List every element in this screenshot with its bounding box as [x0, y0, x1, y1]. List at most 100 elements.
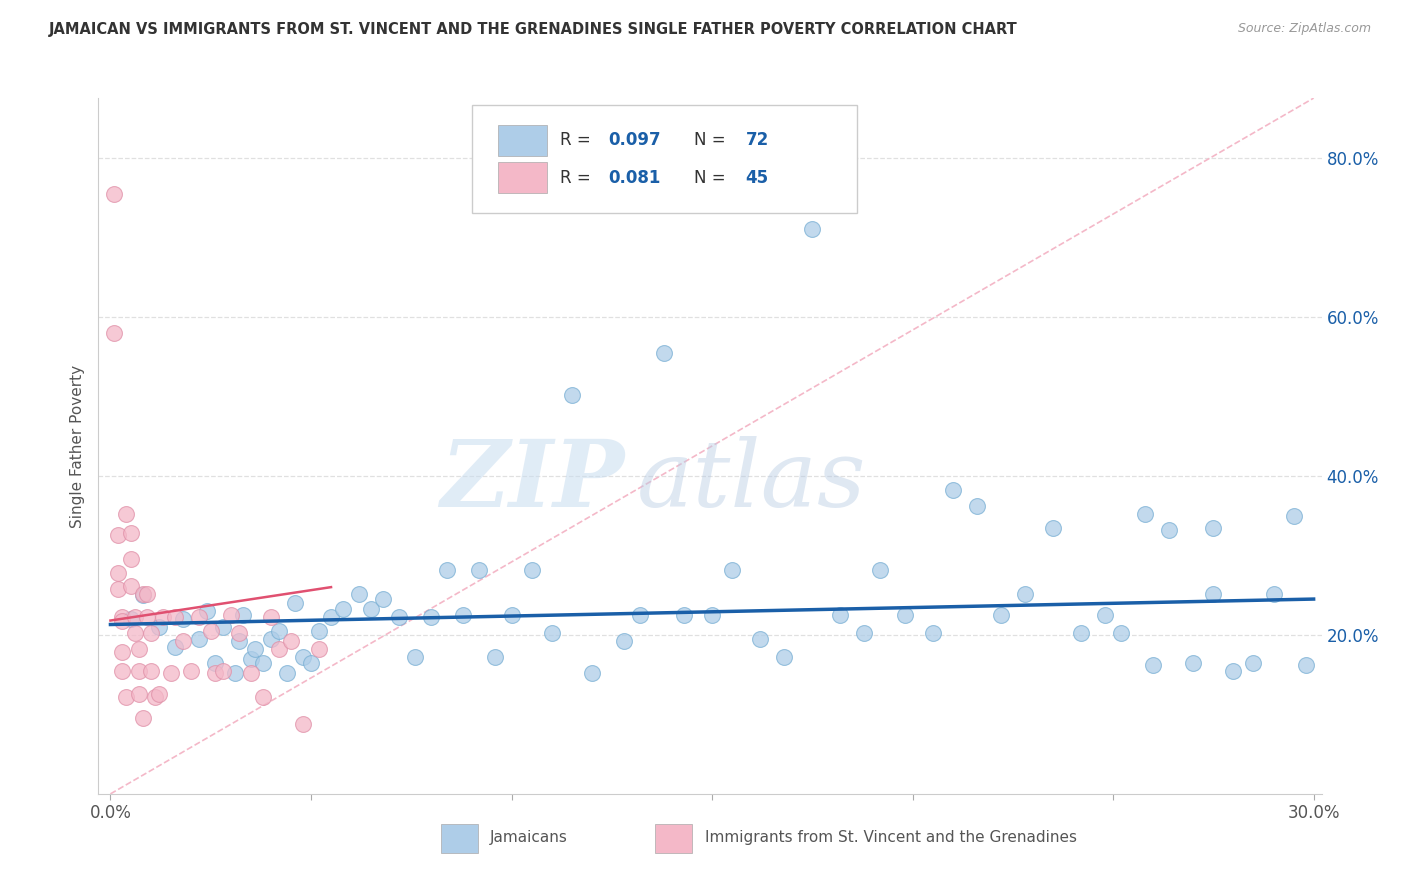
Text: 45: 45 — [745, 169, 769, 187]
Point — [308, 624, 330, 638]
Point — [111, 610, 134, 624]
Point — [195, 604, 218, 618]
Point — [420, 610, 443, 624]
Text: N =: N = — [695, 131, 731, 149]
Point — [152, 610, 174, 624]
Point — [187, 610, 209, 624]
Point — [1282, 508, 1305, 523]
Point — [135, 586, 157, 600]
Point — [1042, 520, 1064, 534]
Point — [180, 664, 202, 678]
Point — [830, 607, 852, 622]
Point — [332, 602, 354, 616]
Point — [163, 610, 186, 624]
Y-axis label: Single Father Poverty: Single Father Poverty — [69, 365, 84, 527]
Text: N =: N = — [695, 169, 731, 187]
Point — [1202, 520, 1225, 534]
Point — [540, 626, 562, 640]
Point — [239, 666, 262, 681]
Text: Immigrants from St. Vincent and the Grenadines: Immigrants from St. Vincent and the Gren… — [706, 830, 1077, 846]
Point — [652, 345, 675, 359]
Point — [347, 586, 370, 600]
Point — [1222, 664, 1244, 678]
Point — [453, 607, 475, 622]
FancyBboxPatch shape — [441, 824, 478, 853]
Point — [267, 642, 290, 657]
Point — [131, 586, 153, 600]
Point — [276, 666, 298, 681]
Point — [1142, 658, 1164, 673]
Point — [228, 626, 250, 640]
Point — [120, 578, 142, 592]
Point — [942, 483, 965, 497]
Point — [120, 526, 142, 541]
Point — [120, 612, 142, 626]
Point — [232, 607, 254, 622]
Point — [111, 664, 134, 678]
Point — [721, 563, 744, 577]
Point — [628, 607, 651, 622]
Point — [280, 634, 302, 648]
Point — [107, 528, 129, 542]
Point — [672, 607, 695, 622]
Point — [172, 634, 194, 648]
Point — [1243, 656, 1265, 670]
Point — [773, 650, 796, 665]
FancyBboxPatch shape — [498, 125, 547, 156]
Point — [373, 592, 395, 607]
Text: 72: 72 — [745, 131, 769, 149]
Text: R =: R = — [560, 131, 596, 149]
Point — [893, 607, 915, 622]
Point — [501, 607, 523, 622]
Point — [700, 607, 723, 622]
Point — [260, 632, 283, 646]
Point — [388, 610, 411, 624]
Point — [163, 640, 186, 654]
Text: 0.097: 0.097 — [609, 131, 661, 149]
Point — [139, 626, 162, 640]
Point — [1014, 586, 1036, 600]
Point — [128, 642, 150, 657]
Point — [200, 624, 222, 638]
FancyBboxPatch shape — [655, 824, 692, 853]
Text: 0.081: 0.081 — [609, 169, 661, 187]
Point — [124, 610, 146, 624]
Point — [148, 688, 170, 702]
Point — [990, 607, 1012, 622]
Point — [1070, 626, 1092, 640]
Point — [111, 645, 134, 659]
Point — [103, 186, 125, 201]
Point — [107, 582, 129, 596]
Point — [921, 626, 943, 640]
Point — [239, 651, 262, 665]
Point — [404, 650, 426, 665]
Point — [291, 650, 314, 665]
Point — [224, 666, 246, 681]
Point — [853, 626, 876, 640]
Point — [131, 588, 153, 602]
Text: R =: R = — [560, 169, 596, 187]
Point — [187, 632, 209, 646]
Point — [267, 624, 290, 638]
Point — [211, 664, 233, 678]
Point — [135, 610, 157, 624]
Text: atlas: atlas — [637, 436, 866, 525]
Point — [520, 563, 543, 577]
Point — [966, 499, 988, 513]
Point — [139, 664, 162, 678]
Point — [869, 563, 891, 577]
Text: ZIP: ZIP — [440, 436, 624, 525]
Point — [1182, 656, 1205, 670]
Point — [143, 690, 166, 704]
Point — [1295, 658, 1317, 673]
Point — [1133, 507, 1156, 521]
Point — [484, 650, 506, 665]
Point — [613, 634, 636, 648]
Point — [111, 614, 134, 628]
Point — [252, 690, 274, 704]
Point — [159, 666, 181, 681]
Point — [1202, 586, 1225, 600]
Text: JAMAICAN VS IMMIGRANTS FROM ST. VINCENT AND THE GRENADINES SINGLE FATHER POVERTY: JAMAICAN VS IMMIGRANTS FROM ST. VINCENT … — [49, 22, 1018, 37]
Point — [124, 626, 146, 640]
Point — [115, 507, 138, 521]
